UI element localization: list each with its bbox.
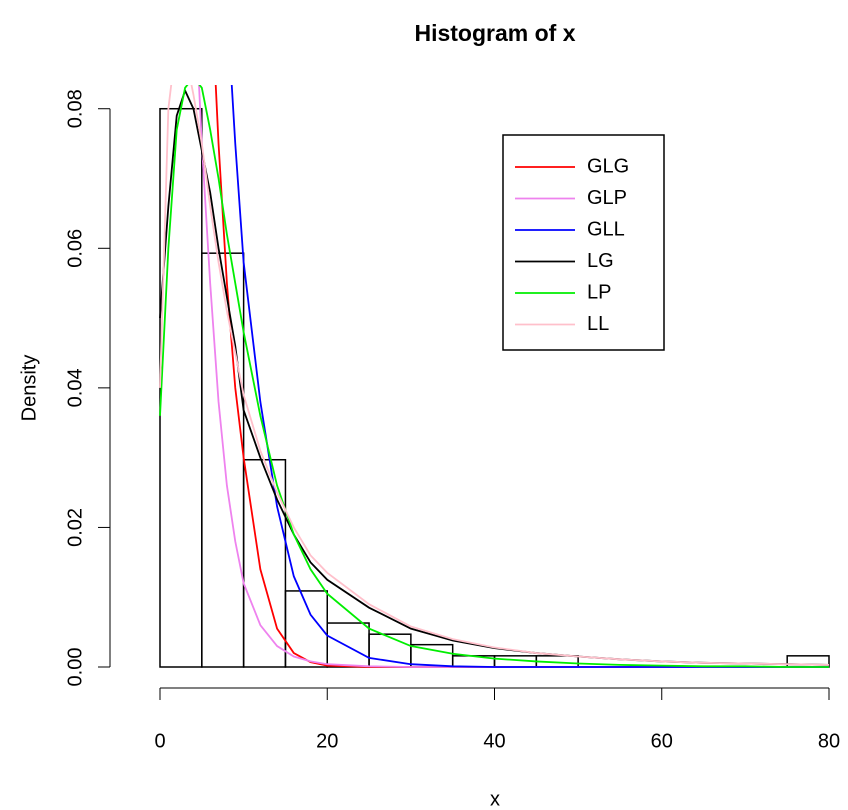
density-curve bbox=[230, 85, 829, 668]
plot-area bbox=[159, 85, 830, 668]
density-curve bbox=[159, 85, 830, 666]
bar bbox=[201, 252, 245, 668]
x-tick-label: 60 bbox=[651, 730, 673, 752]
legend-label: LG bbox=[587, 250, 614, 272]
legend-label: GLL bbox=[587, 218, 625, 240]
y-axis-label: Density bbox=[18, 355, 40, 422]
x-tick-label: 20 bbox=[316, 730, 338, 752]
legend-label: GLP bbox=[587, 187, 627, 209]
x-axis-label: x bbox=[490, 788, 500, 810]
bar bbox=[326, 622, 370, 668]
legend-label: GLG bbox=[587, 155, 629, 177]
y-tick-label: 0.02 bbox=[64, 508, 86, 547]
density-curve bbox=[159, 88, 830, 666]
y-tick-label: 0.06 bbox=[64, 229, 86, 268]
chart-title: Histogram of x bbox=[414, 20, 575, 46]
density-curve bbox=[159, 85, 829, 668]
x-tick-label: 40 bbox=[483, 730, 505, 752]
legend-label: LP bbox=[587, 281, 611, 303]
y-tick-label: 0.04 bbox=[64, 368, 86, 407]
legend-label: LL bbox=[587, 313, 609, 335]
y-tick-label: 0.00 bbox=[64, 648, 86, 687]
y-tick-label: 0.08 bbox=[64, 89, 86, 128]
legend-box bbox=[502, 134, 665, 351]
x-tick-label: 0 bbox=[154, 730, 165, 752]
x-tick-label: 80 bbox=[818, 730, 840, 752]
bar bbox=[368, 633, 412, 668]
